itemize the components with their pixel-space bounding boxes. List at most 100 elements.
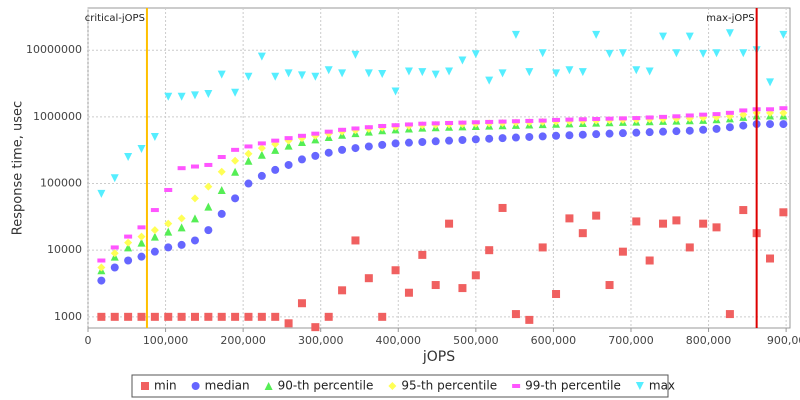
point xyxy=(124,243,133,252)
point xyxy=(311,323,320,332)
legend-marker xyxy=(264,382,273,390)
legend-label: median xyxy=(205,379,250,393)
plot-area xyxy=(87,7,791,329)
point xyxy=(124,256,133,265)
point xyxy=(779,208,788,217)
point xyxy=(190,164,199,169)
point xyxy=(217,70,226,79)
point xyxy=(511,133,520,142)
point xyxy=(431,137,440,146)
point xyxy=(445,67,454,76)
point xyxy=(578,130,587,139)
point xyxy=(324,129,333,134)
point xyxy=(364,142,373,151)
point xyxy=(418,121,427,126)
point xyxy=(177,92,186,101)
point xyxy=(97,189,106,198)
x-tick-label: 400,000 xyxy=(376,334,422,347)
point xyxy=(364,274,373,283)
point xyxy=(164,243,173,252)
point xyxy=(418,250,427,259)
legend-marker xyxy=(635,382,644,390)
point xyxy=(378,69,387,78)
point xyxy=(498,134,507,143)
point xyxy=(699,219,708,228)
point xyxy=(445,136,454,145)
point xyxy=(498,203,507,212)
point xyxy=(485,134,494,143)
x-tick-label: 0 xyxy=(85,334,92,347)
point xyxy=(739,206,748,215)
point xyxy=(565,117,574,122)
point xyxy=(578,229,587,238)
point xyxy=(685,243,694,252)
point xyxy=(552,290,561,299)
point xyxy=(685,126,694,135)
point xyxy=(338,69,347,78)
point xyxy=(552,69,561,78)
point xyxy=(97,258,106,263)
point xyxy=(338,286,347,295)
point xyxy=(271,165,280,174)
point xyxy=(592,211,601,220)
point xyxy=(137,232,146,241)
point xyxy=(511,310,520,319)
point xyxy=(712,223,721,232)
point xyxy=(739,49,748,58)
point xyxy=(712,112,721,117)
point xyxy=(150,226,159,235)
point xyxy=(404,138,413,147)
y-axis-label: Response time, usec xyxy=(11,101,26,235)
point xyxy=(445,120,454,125)
x-tick-label: 700,000 xyxy=(608,334,654,347)
point xyxy=(565,66,574,75)
y-tick-label: 1000 xyxy=(54,310,82,323)
point xyxy=(137,225,146,230)
point xyxy=(592,130,601,139)
point xyxy=(110,263,119,272)
point xyxy=(605,49,614,58)
point xyxy=(511,30,520,39)
point xyxy=(391,123,400,128)
point xyxy=(231,156,240,165)
point xyxy=(485,246,494,255)
point xyxy=(659,32,668,41)
x-tick-label: 300,000 xyxy=(298,334,344,347)
legend-box xyxy=(131,374,669,398)
point xyxy=(538,132,547,141)
point xyxy=(592,30,601,39)
point xyxy=(190,312,199,321)
point xyxy=(177,223,186,232)
point xyxy=(779,108,788,117)
point xyxy=(725,29,734,38)
point xyxy=(231,147,240,152)
point xyxy=(271,138,280,143)
point xyxy=(271,312,280,321)
point xyxy=(150,247,159,256)
point xyxy=(257,312,266,321)
point xyxy=(618,129,627,138)
point xyxy=(458,284,467,293)
point xyxy=(672,216,681,225)
point xyxy=(271,72,280,81)
point xyxy=(324,312,333,321)
point xyxy=(672,127,681,136)
point xyxy=(150,312,159,321)
point xyxy=(284,160,293,169)
point xyxy=(364,69,373,78)
point xyxy=(645,67,654,76)
point xyxy=(284,136,293,141)
point xyxy=(498,119,507,124)
point xyxy=(699,49,708,58)
x-tick-label: 100,000 xyxy=(143,334,189,347)
point xyxy=(712,124,721,133)
point xyxy=(244,144,253,149)
point xyxy=(618,247,627,256)
point xyxy=(538,243,547,252)
point xyxy=(124,234,133,239)
point xyxy=(257,144,266,153)
point xyxy=(779,120,788,129)
point xyxy=(378,312,387,321)
point xyxy=(552,131,561,140)
point xyxy=(685,113,694,118)
